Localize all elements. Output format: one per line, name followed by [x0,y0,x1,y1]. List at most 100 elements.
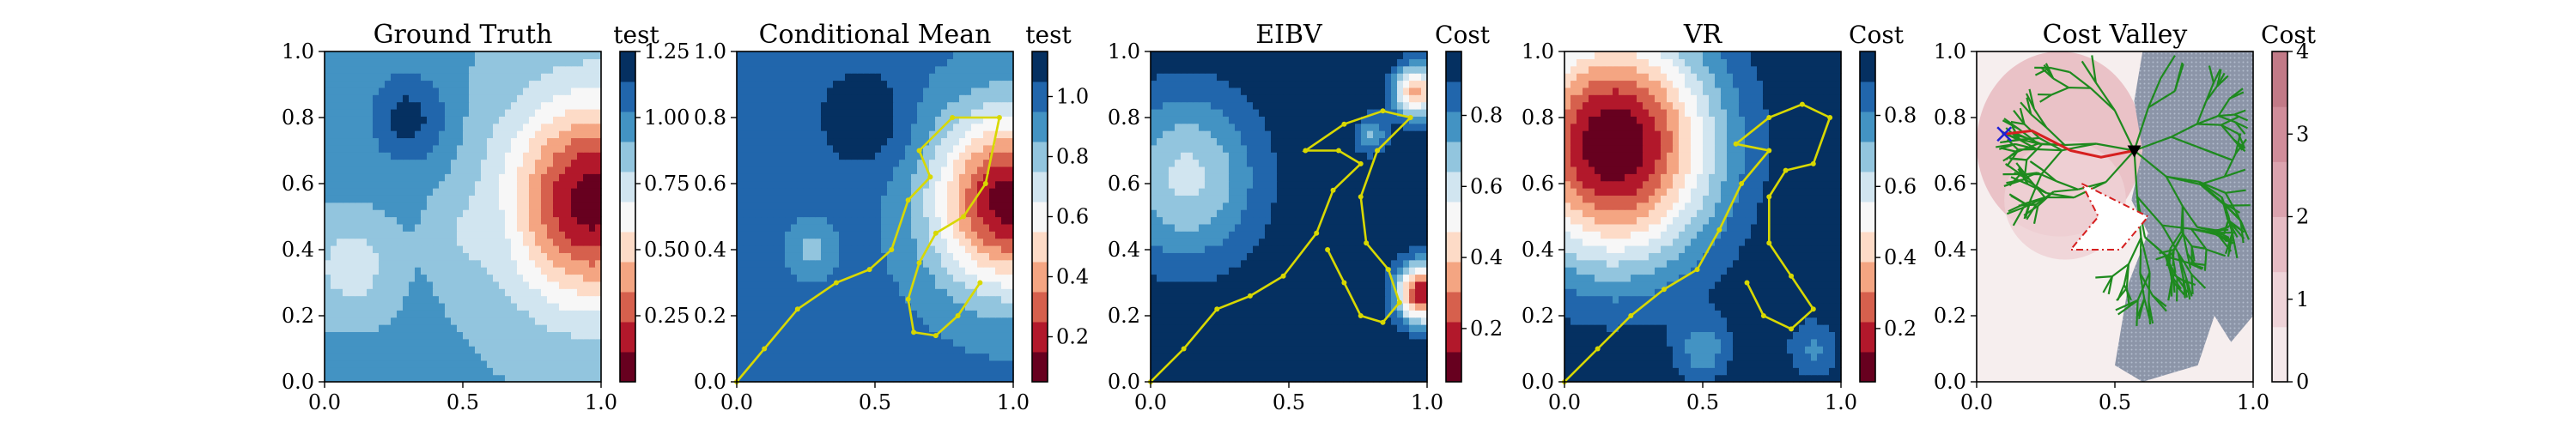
heatmap-cell [1397,317,1404,325]
heatmap-cell [983,224,990,232]
heatmap-cell [427,288,434,296]
heatmap-cell [409,88,416,95]
heatmap-cell [397,288,404,296]
heatmap-cell [821,137,828,145]
heatmap-cell [433,137,440,145]
heatmap-cell [379,137,386,145]
heatmap-cell [511,224,518,232]
heatmap-cell [929,260,936,268]
heatmap-cell [857,317,864,325]
heatmap-cell [361,281,368,289]
heatmap-cell [929,252,936,260]
heatmap-cell [953,231,960,239]
heatmap-cell [385,339,392,347]
heatmap-cell [355,88,361,95]
heatmap-cell [343,317,349,325]
heatmap-cell [505,260,512,268]
heatmap-cell [493,288,500,296]
heatmap-cell [749,109,756,117]
heatmap-cell [517,130,524,138]
heatmap-cell [439,339,446,347]
heatmap-cell [791,274,798,281]
heatmap-cell [833,310,840,317]
heatmap-cell [839,224,846,232]
heatmap-cell [755,339,762,347]
heatmap-cell [571,339,578,347]
heatmap-cell [517,124,524,131]
heatmap-cell [571,224,578,232]
heatmap-cell [1205,353,1212,361]
heatmap-cell [1001,367,1008,375]
heatmap-cell [379,188,386,196]
heatmap-cell [517,181,524,189]
heatmap-cell [779,88,786,95]
heatmap-cell [421,116,428,124]
heatmap-cell [1319,288,1326,296]
heatmap-cell [367,209,374,217]
heatmap-cell [523,137,530,145]
heatmap-cell [845,124,852,131]
heatmap-cell [1163,324,1170,332]
heatmap-cell [821,73,828,81]
heatmap-cell [457,88,464,95]
heatmap-cell [893,281,900,289]
heatmap-cell [331,324,337,332]
heatmap-cell [893,181,900,189]
heatmap-cell [493,160,500,167]
heatmap-cell [995,80,1002,88]
heatmap-cell [529,166,536,174]
heatmap-cell [755,281,762,289]
heatmap-cell [397,303,404,311]
heatmap-cell [917,195,924,202]
heatmap-cell [331,296,337,304]
heatmap-cell [577,217,584,225]
heatmap-cell [457,281,464,289]
heatmap-cell [583,274,590,281]
heatmap-cell [887,124,894,131]
heatmap-cell [971,173,978,181]
heatmap-cell [355,353,361,361]
heatmap-cell [947,188,954,196]
heatmap-cell [917,367,924,375]
heatmap-cell [1307,324,1314,332]
heatmap-cell [1265,317,1272,325]
heatmap-cell [373,137,380,145]
heatmap-cell [361,188,368,196]
heatmap-cell [905,324,912,332]
heatmap-cell [499,58,506,66]
heatmap-cell [785,296,792,304]
heatmap-cell [487,288,494,296]
heatmap-cell [565,303,572,311]
heatmap-cell [577,281,584,289]
heatmap-cell [977,260,984,268]
heatmap-cell [737,209,744,217]
heatmap-cell [1163,346,1170,353]
heatmap-cell [355,209,361,217]
heatmap-cell [965,267,972,275]
heatmap-cell [535,252,542,260]
heatmap-cell [583,224,590,232]
heatmap-cell [481,303,488,311]
heatmap-cell [917,224,924,232]
heatmap-cell [397,51,404,59]
heatmap-cell [439,73,446,81]
heatmap-cell [481,353,488,361]
heatmap-cell [529,124,536,131]
heatmap-cell [1325,331,1332,339]
heatmap-cell [881,310,888,317]
heatmap-cell [439,353,446,361]
heatmap-cell [887,267,894,275]
heatmap-cell [349,160,355,167]
heatmap-cell [475,188,482,196]
heatmap-cell [457,152,464,160]
heatmap-cell [325,166,331,174]
heatmap-cell [1001,267,1008,275]
heatmap-cell [953,94,960,102]
heatmap-cell [893,267,900,275]
heatmap-cell [797,281,804,289]
heatmap-cell [923,124,930,131]
heatmap-cell [905,367,912,375]
heatmap-cell [505,152,512,160]
heatmap-cell [433,324,440,332]
heatmap-cell [493,166,500,174]
